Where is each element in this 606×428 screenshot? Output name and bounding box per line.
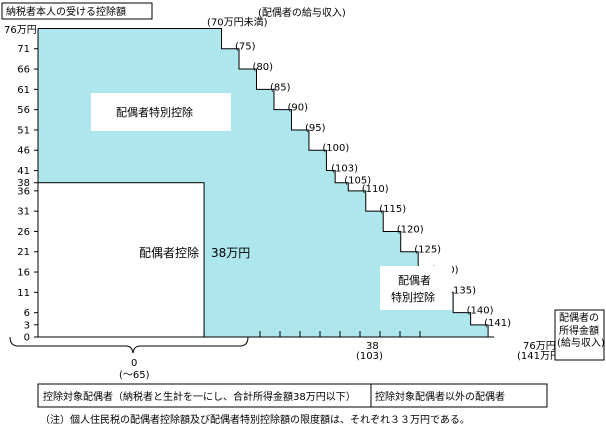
- step-label: (105): [344, 176, 371, 187]
- x-label-end-sub: (141万円): [517, 351, 564, 362]
- special-lower-label-2: 特別控除: [391, 290, 435, 304]
- y-tick-label: 21: [17, 247, 30, 258]
- special-lower-label-1: 配偶者: [398, 274, 431, 287]
- special-lower-label-box: [380, 266, 452, 310]
- step-label: (75): [235, 42, 256, 53]
- x-label-mid-sub: (103): [356, 351, 383, 362]
- y-tick-label: 71: [17, 44, 30, 55]
- bottom-table-left: 控除対象配偶者（納税者と生計を一にし、合計所得金額38万円以下）: [43, 390, 356, 403]
- step-label: (95): [305, 123, 326, 134]
- x-label-mid: 38: [366, 341, 379, 352]
- step-label: (85): [270, 82, 291, 93]
- y-tick-label: 16: [17, 268, 30, 279]
- spouse-deduction-area: [37, 182, 205, 338]
- x-ticks: [203, 331, 421, 337]
- y-tick-label: 66: [17, 65, 30, 76]
- y-tick-label: 31: [17, 207, 30, 218]
- x-label-end: 76万円: [523, 341, 556, 352]
- range-brace: [9, 336, 249, 354]
- chart-title: 納税者本人の受ける控除額: [6, 5, 126, 18]
- step-label: (100): [322, 143, 349, 154]
- x-axis-title-2: 所得金額: [559, 324, 599, 337]
- y-top-label: 76万円: [4, 25, 37, 36]
- top-caption: (配偶者の給与収入): [258, 6, 346, 19]
- spouse-deduction-label: 配偶者控除 38万円: [139, 245, 250, 260]
- brace-value: 0: [131, 358, 137, 369]
- step-label: (125): [414, 245, 441, 256]
- x-axis-title-1: 配偶者の: [559, 311, 599, 324]
- step-label: (140): [467, 306, 494, 317]
- step-label: (70万円未満): [207, 16, 268, 28]
- y-tick-label: 6: [24, 308, 30, 319]
- y-tick-label: 38: [17, 178, 30, 189]
- step-label: (135): [449, 285, 476, 296]
- step-label: (110): [362, 184, 389, 195]
- step-label: (103): [331, 164, 358, 175]
- x-axis-title-3: (給与収入): [557, 336, 605, 349]
- brace-sub: (～65): [119, 370, 150, 381]
- chart-title-box: [1, 2, 153, 20]
- y-tick-label: 11: [17, 288, 30, 299]
- y-tick-label: 61: [17, 85, 30, 96]
- footnote: （注）個人住民税の配偶者控除額及び配偶者特別控除額の限度額は、それぞれ３３万円で…: [40, 413, 470, 426]
- special-upper-label: 配偶者特別控除: [116, 105, 193, 119]
- y-tick-label: 36: [17, 186, 30, 197]
- step-label: (115): [379, 204, 406, 215]
- y-tick-label: 51: [17, 125, 30, 136]
- y-tick-label: 56: [17, 105, 30, 116]
- x-axis-title-box: [554, 309, 605, 361]
- bottom-table-right: 控除対象配偶者以外の配偶者: [375, 390, 505, 403]
- bottom-table: [37, 383, 548, 408]
- special-upper-label-box: [91, 93, 231, 131]
- step-label: (120): [397, 224, 424, 235]
- step-label: (80): [253, 62, 274, 73]
- step-label: (141): [484, 318, 511, 329]
- y-tick-label: 0: [24, 333, 30, 344]
- y-tick-label: 41: [17, 166, 30, 177]
- y-tick-label: 26: [17, 227, 30, 238]
- y-tick-label: 46: [17, 146, 30, 157]
- step-label: (90): [287, 103, 308, 114]
- y-tick-label: 3: [24, 320, 30, 331]
